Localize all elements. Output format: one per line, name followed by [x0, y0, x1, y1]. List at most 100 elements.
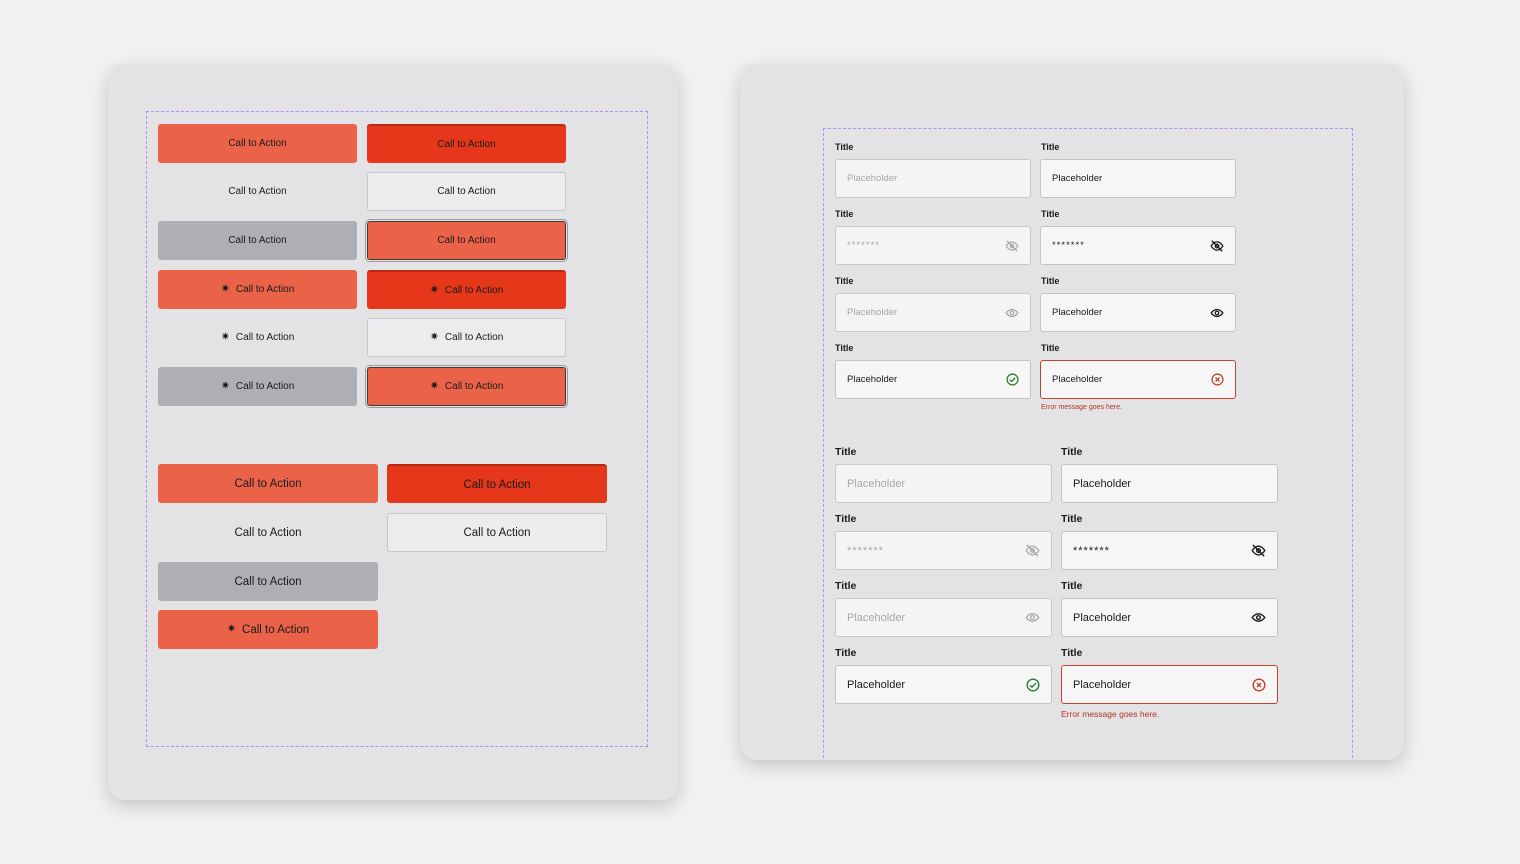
cta-button-ghost-icon[interactable]: ✷ Call to Action — [158, 318, 357, 357]
star-icon: ✷ — [220, 283, 230, 295]
inputs-card: Title Placeholder Title Placeholder Titl… — [740, 64, 1404, 760]
eye-icon[interactable] — [1210, 308, 1224, 318]
field-title: Title — [1041, 276, 1060, 286]
eye-off-icon[interactable] — [1210, 239, 1224, 252]
cta-button-disabled-large[interactable]: Call to Action — [158, 562, 378, 601]
field-title: Title — [835, 580, 857, 592]
password-mask: ******* — [847, 544, 884, 557]
text-input-empty[interactable]: Placeholder — [835, 159, 1031, 198]
field-title: Title — [1061, 446, 1083, 458]
text-input-error-large[interactable]: Placeholder — [1061, 665, 1278, 704]
cta-label: Call to Action — [242, 623, 310, 636]
cta-label: Call to Action — [235, 332, 295, 343]
field-title: Title — [835, 647, 857, 659]
layout-guide — [146, 111, 648, 747]
cta-button-outline[interactable]: Call to Action — [367, 172, 566, 211]
cta-button-outline-icon[interactable]: ✷ Call to Action — [367, 318, 566, 357]
password-input-filled-large[interactable]: ******* — [1061, 531, 1278, 570]
cta-button-focused[interactable]: Call to Action — [367, 221, 566, 260]
layout-guide — [823, 128, 1353, 760]
cta-button-ghost-large[interactable]: Call to Action — [158, 513, 378, 552]
cta-label: Call to Action — [444, 285, 504, 296]
input-value: Placeholder — [1073, 611, 1132, 624]
field-title: Title — [835, 446, 857, 458]
cta-button-primary-icon[interactable]: ✷ Call to Action — [158, 270, 357, 309]
cta-label: Call to Action — [235, 284, 295, 295]
field-title: Title — [835, 209, 854, 219]
cta-label: Call to Action — [228, 186, 287, 197]
cta-button-pressed[interactable]: Call to Action — [367, 124, 566, 163]
cta-button-primary-icon-large[interactable]: ✷ Call to Action — [158, 610, 378, 649]
cta-label: Call to Action — [444, 332, 504, 343]
cta-button-outline-large[interactable]: Call to Action — [387, 513, 607, 552]
input-value: Placeholder — [1052, 307, 1103, 318]
field-title: Title — [835, 142, 854, 152]
password-mask: ******* — [847, 240, 880, 251]
input-value: Placeholder — [1073, 477, 1132, 490]
text-input-empty-large[interactable]: Placeholder — [835, 464, 1052, 503]
input-placeholder: Placeholder — [847, 477, 906, 490]
cta-button-ghost[interactable]: Call to Action — [158, 172, 357, 211]
text-input-error[interactable]: Placeholder — [1040, 360, 1236, 399]
cta-button-pressed-icon[interactable]: ✷ Call to Action — [367, 270, 566, 309]
cta-button-pressed-large[interactable]: Call to Action — [387, 464, 607, 503]
field-title: Title — [1061, 513, 1083, 525]
field-title: Title — [835, 276, 854, 286]
password-input-filled[interactable]: ******* — [1040, 226, 1236, 265]
star-icon: ✷ — [220, 380, 230, 392]
cta-button-focused-icon[interactable]: ✷ Call to Action — [367, 367, 566, 406]
input-value: Placeholder — [847, 678, 906, 691]
cta-label: Call to Action — [234, 575, 302, 588]
buttons-card: Call to Action Call to Action Call to Ac… — [108, 64, 678, 800]
cta-label: Call to Action — [228, 235, 287, 246]
text-input-filled[interactable]: Placeholder — [1040, 159, 1236, 198]
text-input-success[interactable]: Placeholder — [835, 360, 1031, 399]
cta-label: Call to Action — [228, 138, 287, 149]
eye-off-icon[interactable] — [1005, 239, 1019, 252]
cta-label: Call to Action — [444, 381, 504, 392]
error-circle-icon[interactable] — [1211, 373, 1224, 386]
password-input-revealed-filled[interactable]: Placeholder — [1040, 293, 1236, 332]
password-input-revealed-empty[interactable]: Placeholder — [835, 293, 1031, 332]
cta-label: Call to Action — [234, 526, 302, 539]
star-icon: ✷ — [429, 331, 439, 343]
cta-label: Call to Action — [437, 139, 496, 150]
cta-button-primary[interactable]: Call to Action — [158, 124, 357, 163]
field-title: Title — [1041, 209, 1060, 219]
password-input-revealed-empty-large[interactable]: Placeholder — [835, 598, 1052, 637]
cta-button-primary-large[interactable]: Call to Action — [158, 464, 378, 503]
cta-button-disabled[interactable]: Call to Action — [158, 221, 357, 260]
field-title: Title — [1061, 580, 1083, 592]
input-placeholder: Placeholder — [847, 173, 898, 184]
cta-label: Call to Action — [437, 235, 496, 246]
password-input-empty[interactable]: ******* — [835, 226, 1031, 265]
input-value: Placeholder — [847, 374, 898, 385]
cta-label: Call to Action — [463, 478, 531, 491]
eye-off-icon[interactable] — [1251, 544, 1266, 557]
error-message: Error message goes here. — [1041, 404, 1122, 411]
star-icon: ✷ — [429, 284, 439, 296]
text-input-success-large[interactable]: Placeholder — [835, 665, 1052, 704]
eye-icon[interactable] — [1251, 612, 1266, 623]
password-input-revealed-filled-large[interactable]: Placeholder — [1061, 598, 1278, 637]
input-value: Placeholder — [1073, 678, 1132, 691]
password-mask: ******* — [1052, 240, 1085, 251]
password-mask: ******* — [1073, 544, 1110, 557]
field-title: Title — [1041, 343, 1060, 353]
star-icon: ✷ — [429, 380, 439, 392]
eye-icon[interactable] — [1025, 612, 1040, 623]
password-input-empty-large[interactable]: ******* — [835, 531, 1052, 570]
cta-button-disabled-icon[interactable]: ✷ Call to Action — [158, 367, 357, 406]
field-title: Title — [1061, 647, 1083, 659]
error-circle-icon[interactable] — [1252, 677, 1266, 692]
eye-off-icon[interactable] — [1025, 544, 1040, 557]
field-title: Title — [835, 513, 857, 525]
input-placeholder: Placeholder — [847, 611, 906, 624]
star-icon: ✷ — [226, 623, 237, 635]
cta-label: Call to Action — [463, 526, 531, 539]
error-message: Error message goes here. — [1061, 709, 1160, 719]
cta-label: Call to Action — [437, 186, 496, 197]
eye-icon[interactable] — [1005, 308, 1019, 318]
text-input-filled-large[interactable]: Placeholder — [1061, 464, 1278, 503]
cta-label: Call to Action — [234, 477, 302, 490]
